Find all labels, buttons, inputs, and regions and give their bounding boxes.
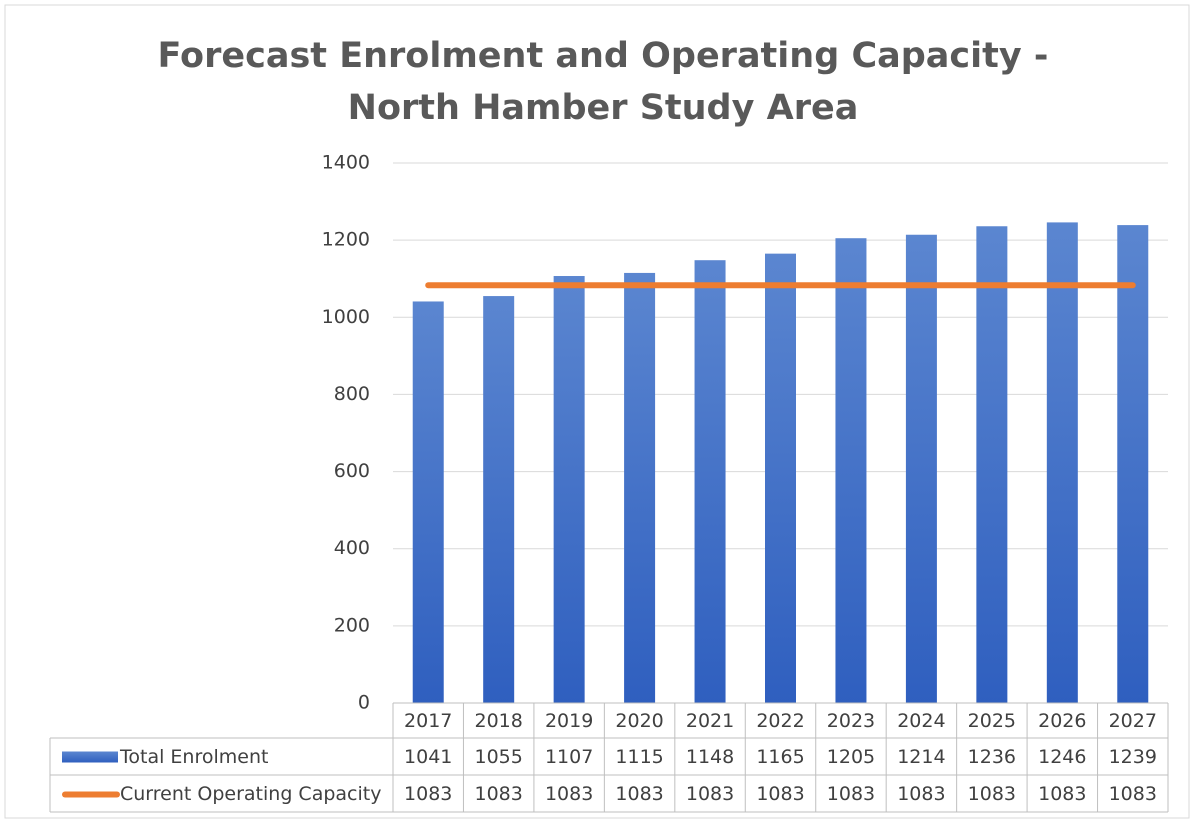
table-value: 1083 xyxy=(686,783,734,805)
bar xyxy=(553,276,585,703)
bar xyxy=(905,234,937,703)
table-value: 1148 xyxy=(686,746,734,768)
legend-label: Current Operating Capacity xyxy=(120,783,381,805)
y-tick-label: 400 xyxy=(334,537,370,559)
table-value: 1165 xyxy=(756,746,804,768)
table-value: 1246 xyxy=(1038,746,1086,768)
bar xyxy=(976,226,1008,703)
x-tick-label: 2023 xyxy=(827,710,875,732)
table-value: 1115 xyxy=(615,746,663,768)
table-value: 1083 xyxy=(545,783,593,805)
x-tick-label: 2025 xyxy=(968,710,1016,732)
y-tick-label: 800 xyxy=(334,383,370,405)
y-tick-label: 200 xyxy=(334,614,370,636)
x-tick-label: 2017 xyxy=(404,710,452,732)
table-value: 1083 xyxy=(756,783,804,805)
bar xyxy=(483,296,515,703)
table-value: 1083 xyxy=(1109,783,1157,805)
table-value: 1083 xyxy=(968,783,1016,805)
chart-title: Forecast Enrolment and Operating Capacit… xyxy=(157,36,1049,128)
table-value: 1214 xyxy=(897,746,945,768)
y-tick-label: 1400 xyxy=(322,152,370,174)
table-value: 1083 xyxy=(1038,783,1086,805)
bar xyxy=(835,238,867,703)
x-tick-label: 2021 xyxy=(686,710,734,732)
y-tick-label: 0 xyxy=(358,692,370,714)
bar xyxy=(694,260,726,703)
bar xyxy=(412,301,444,703)
chart-border xyxy=(4,4,1190,819)
y-tick-label: 600 xyxy=(334,460,370,482)
bar xyxy=(765,253,796,703)
bar xyxy=(1046,222,1078,703)
table-value: 1107 xyxy=(545,746,593,768)
x-tick-label: 2018 xyxy=(475,710,523,732)
legend-key xyxy=(62,751,118,763)
table-value: 1083 xyxy=(827,783,875,805)
x-tick-label: 2024 xyxy=(897,710,945,732)
x-tick-label: 2027 xyxy=(1109,710,1157,732)
table-value: 1055 xyxy=(475,746,523,768)
table-value: 1041 xyxy=(404,746,452,768)
y-tick-label: 1000 xyxy=(322,306,370,328)
x-tick-label: 2020 xyxy=(615,710,663,732)
table-value: 1083 xyxy=(615,783,663,805)
bar xyxy=(1117,225,1149,703)
x-tick-label: 2026 xyxy=(1038,710,1086,732)
y-tick-label: 1200 xyxy=(322,229,370,251)
bar xyxy=(624,272,656,703)
table-value: 1239 xyxy=(1109,746,1157,768)
table-value: 1083 xyxy=(404,783,452,805)
x-tick-label: 2022 xyxy=(756,710,804,732)
x-tick-label: 2019 xyxy=(545,710,593,732)
legend-label: Total Enrolment xyxy=(119,746,268,768)
table-value: 1083 xyxy=(897,783,945,805)
table-value: 1236 xyxy=(968,746,1016,768)
table-value: 1083 xyxy=(475,783,523,805)
table-value: 1205 xyxy=(827,746,875,768)
